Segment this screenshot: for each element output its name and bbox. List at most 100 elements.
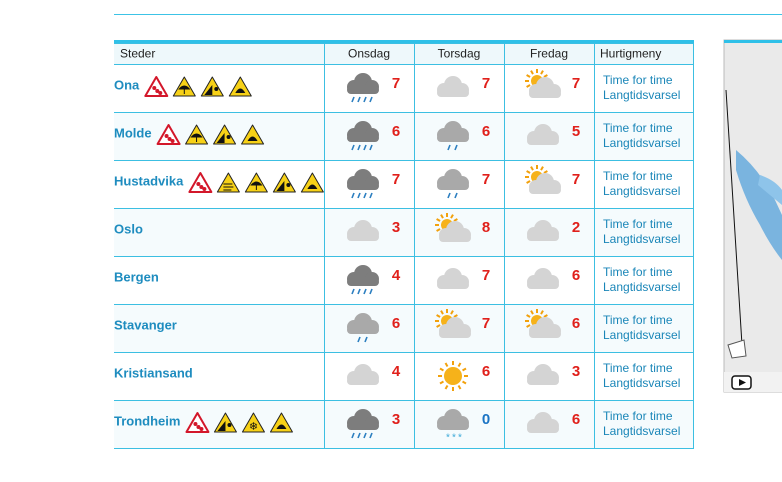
menu-link[interactable]: Langtidsvarsel: [603, 280, 680, 294]
cloud-part: [347, 278, 379, 286]
menu-link[interactable]: Time for time: [603, 409, 673, 423]
temperature: 6: [392, 315, 400, 332]
menu-link[interactable]: Langtidsvarsel: [603, 328, 680, 342]
sun-ray: [526, 180, 531, 184]
sun-ray: [530, 166, 534, 171]
rain-drop: [447, 144, 451, 151]
warning-glyph: [196, 182, 201, 186]
sun-ray: [543, 314, 548, 318]
menu-link[interactable]: Langtidsvarsel: [603, 136, 680, 150]
warning-icon: [300, 172, 324, 193]
sun-ray: [462, 367, 467, 372]
temperature: 8: [482, 219, 490, 236]
menu-link[interactable]: Time for time: [603, 217, 673, 231]
temperature: 7: [482, 171, 490, 188]
place-name[interactable]: Kristiansand: [114, 365, 193, 380]
warning-glyph: [190, 133, 203, 142]
sun-ray: [439, 367, 444, 372]
place-name[interactable]: Trondheim: [114, 413, 180, 428]
sun-ray: [540, 166, 544, 171]
rain-drop: [363, 96, 367, 103]
sun-ray: [526, 74, 531, 78]
rain-drop: [351, 432, 355, 439]
sun-ray: [457, 362, 462, 367]
warning-glyph: [164, 134, 169, 138]
warning-glyph: [193, 422, 198, 426]
rain-drop: [369, 288, 373, 295]
rain-drop: [369, 96, 373, 103]
temperature: 7: [392, 75, 400, 92]
rain-drop: [351, 192, 355, 199]
menu-link[interactable]: Langtidsvarsel: [603, 88, 680, 102]
warning-glyph: [216, 133, 225, 143]
temperature: 6: [392, 123, 400, 140]
rain-drop: [357, 144, 361, 151]
menu-link[interactable]: Time for time: [603, 121, 673, 135]
rain-drop: [357, 288, 361, 295]
temperature: 3: [392, 411, 400, 428]
sun-ray: [439, 380, 444, 385]
sun-ray: [526, 324, 531, 328]
rain-drop: [363, 288, 367, 295]
warning-glyph: [152, 86, 157, 90]
snow-flake: *: [452, 433, 456, 444]
map-panel: [723, 39, 782, 393]
cloud-part: [527, 281, 559, 289]
sun-ray: [543, 74, 548, 78]
row-background: [114, 304, 694, 352]
column-header: Torsdag: [438, 47, 481, 61]
sun-ray: [436, 218, 441, 222]
menu-link[interactable]: Langtidsvarsel: [603, 232, 680, 246]
sun-ray: [453, 218, 458, 222]
sun-ray: [450, 310, 454, 315]
warning-glyph: [276, 181, 285, 191]
temperature: 3: [572, 363, 580, 380]
menu-link[interactable]: Time for time: [603, 169, 673, 183]
warning-glyph: [247, 136, 258, 141]
sun-ray: [530, 310, 534, 315]
menu-link[interactable]: Time for time: [603, 361, 673, 375]
warning-icon: [188, 172, 213, 193]
rain-drop: [447, 192, 451, 199]
cloud-part: [529, 186, 561, 194]
sun-ray: [436, 314, 441, 318]
snow-flake: *: [446, 433, 450, 444]
temperature: 2: [572, 219, 580, 236]
rain-drop: [357, 96, 361, 103]
temperature: 4: [392, 363, 401, 380]
sun-ray: [436, 228, 441, 232]
menu-link[interactable]: Time for time: [603, 265, 673, 279]
sun-ray: [436, 324, 441, 328]
menu-link[interactable]: Langtidsvarsel: [603, 376, 680, 390]
menu-link[interactable]: Langtidsvarsel: [603, 424, 680, 438]
sun-ray: [530, 70, 534, 75]
place-name[interactable]: Ona: [114, 77, 140, 92]
temperature: 7: [482, 75, 490, 92]
rain-drop: [454, 144, 458, 151]
sun-ray: [540, 70, 544, 75]
place-name[interactable]: Stavanger: [114, 317, 177, 332]
cloud-part: [347, 182, 379, 190]
cloud-part: [527, 377, 559, 385]
place-name[interactable]: Molde: [114, 125, 152, 140]
warning-glyph: [250, 181, 263, 190]
cloud-part: [347, 134, 379, 142]
place-name[interactable]: Oslo: [114, 221, 143, 236]
menu-link[interactable]: Time for time: [603, 73, 673, 87]
menu-link[interactable]: Time for time: [603, 313, 673, 327]
row-background: [114, 208, 694, 256]
place-name[interactable]: Bergen: [114, 269, 159, 284]
warning-glyph: ❄: [249, 421, 258, 433]
sun-ray: [526, 314, 531, 318]
snow-flake: *: [458, 433, 462, 444]
warning-icon: [200, 76, 224, 97]
weather-table: [114, 40, 694, 64]
menu-link[interactable]: Langtidsvarsel: [603, 184, 680, 198]
rain-drop: [351, 96, 355, 103]
place-name[interactable]: Hustadvika: [114, 173, 184, 188]
temperature: 3: [392, 219, 400, 236]
